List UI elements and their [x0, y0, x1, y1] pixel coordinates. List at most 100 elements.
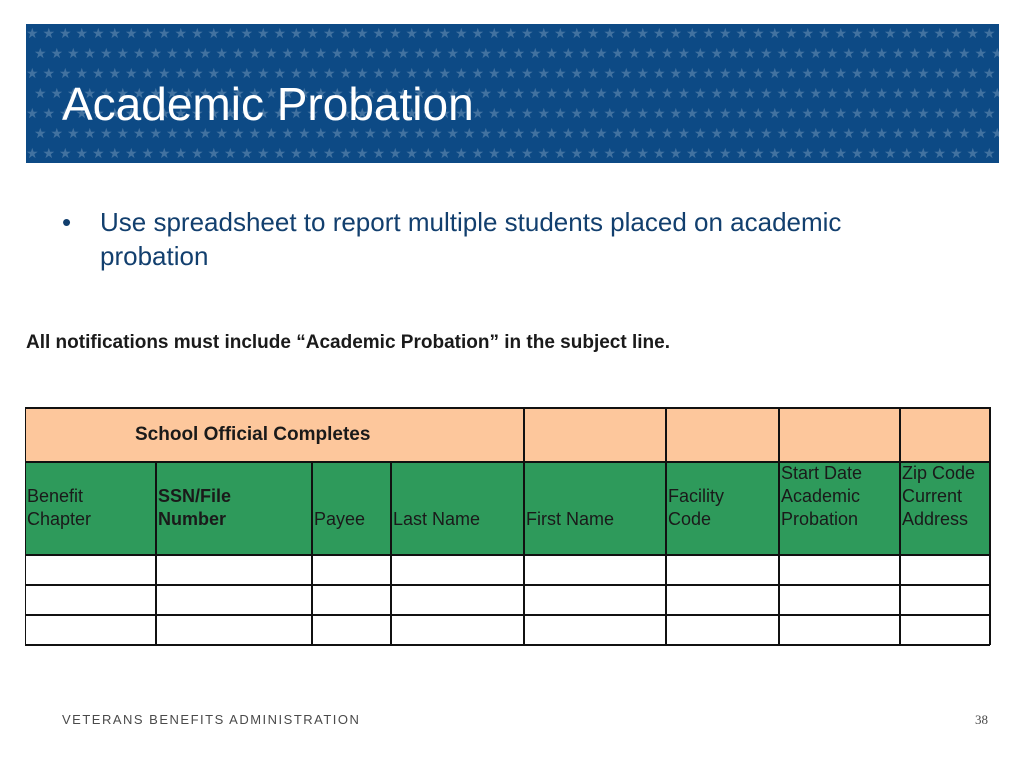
header-row-fill	[25, 407, 990, 462]
svg-text:★: ★	[158, 106, 171, 122]
svg-text:★: ★	[554, 66, 567, 82]
svg-text:★: ★	[529, 126, 542, 142]
svg-text:★: ★	[26, 106, 39, 122]
footer-org: VETERANS BENEFITS ADMINISTRATION	[62, 712, 361, 727]
svg-text:★: ★	[711, 86, 724, 102]
svg-text:★: ★	[686, 66, 699, 82]
svg-text:★: ★	[752, 146, 765, 162]
svg-text:★: ★	[290, 146, 303, 162]
svg-text:★: ★	[92, 66, 105, 82]
svg-text:★: ★	[76, 106, 89, 122]
svg-text:★: ★	[142, 106, 155, 122]
column-row-fill	[25, 462, 990, 555]
svg-text:★: ★	[810, 126, 823, 142]
svg-text:★: ★	[117, 86, 130, 102]
svg-text:★: ★	[901, 66, 914, 82]
svg-text:★: ★	[109, 66, 122, 82]
column-header-line: Zip Code	[902, 463, 976, 483]
svg-text:★: ★	[76, 66, 89, 82]
svg-text:★: ★	[67, 86, 80, 102]
svg-text:★: ★	[703, 106, 716, 122]
svg-text:★: ★	[455, 146, 468, 162]
svg-text:★: ★	[661, 46, 674, 62]
spreadsheet-grid	[25, 407, 991, 646]
svg-text:★: ★	[472, 106, 485, 122]
svg-text:★: ★	[637, 146, 650, 162]
svg-text:★: ★	[604, 66, 617, 82]
svg-text:★: ★	[340, 106, 353, 122]
svg-text:★: ★	[835, 146, 848, 162]
empty-row-fill	[25, 615, 990, 645]
svg-text:★: ★	[125, 146, 138, 162]
svg-text:★: ★	[958, 46, 971, 62]
svg-text:★: ★	[414, 126, 427, 142]
svg-text:★: ★	[859, 46, 872, 62]
svg-text:★: ★	[975, 46, 988, 62]
svg-text:★: ★	[447, 126, 460, 142]
svg-text:★: ★	[554, 146, 567, 162]
svg-text:★: ★	[447, 46, 460, 62]
svg-text:★: ★	[364, 86, 377, 102]
svg-text:★: ★	[810, 46, 823, 62]
svg-text:★: ★	[216, 46, 229, 62]
svg-text:★: ★	[430, 46, 443, 62]
svg-text:★: ★	[587, 106, 600, 122]
column-header-line: Payee	[314, 509, 366, 529]
svg-text:★: ★	[587, 26, 600, 42]
svg-text:★: ★	[34, 126, 47, 142]
svg-text:★: ★	[406, 146, 419, 162]
svg-text:★: ★	[851, 26, 864, 42]
svg-text:★: ★	[950, 146, 963, 162]
svg-text:★: ★	[595, 126, 608, 142]
svg-text:★: ★	[397, 126, 410, 142]
svg-text:★: ★	[232, 86, 245, 102]
svg-text:★: ★	[703, 146, 716, 162]
svg-text:★: ★	[356, 146, 369, 162]
svg-text:★: ★	[505, 26, 518, 42]
svg-text:★: ★	[175, 146, 188, 162]
svg-text:★: ★	[92, 146, 105, 162]
svg-text:★: ★	[769, 106, 782, 122]
svg-text:★: ★	[661, 86, 674, 102]
svg-text:★: ★	[554, 26, 567, 42]
svg-text:★: ★	[785, 26, 798, 42]
svg-text:★: ★	[232, 46, 245, 62]
svg-text:★: ★	[909, 86, 922, 102]
svg-text:★: ★	[274, 146, 287, 162]
svg-text:★: ★	[76, 146, 89, 162]
svg-text:★: ★	[595, 46, 608, 62]
svg-text:★: ★	[620, 106, 633, 122]
svg-text:★: ★	[43, 66, 56, 82]
svg-text:★: ★	[562, 126, 575, 142]
svg-text:★: ★	[579, 86, 592, 102]
svg-text:★: ★	[51, 46, 64, 62]
svg-text:★: ★	[752, 106, 765, 122]
svg-text:★: ★	[670, 146, 683, 162]
svg-text:★: ★	[637, 106, 650, 122]
svg-text:★: ★	[348, 86, 361, 102]
svg-text:★: ★	[84, 46, 97, 62]
svg-text:★: ★	[183, 86, 196, 102]
svg-text:★: ★	[183, 126, 196, 142]
svg-text:★: ★	[274, 66, 287, 82]
svg-text:★: ★	[958, 86, 971, 102]
svg-text:★: ★	[364, 46, 377, 62]
column-header-line: Start Date	[781, 463, 863, 483]
svg-text:★: ★	[480, 86, 493, 102]
svg-text:★: ★	[51, 126, 64, 142]
svg-text:★: ★	[26, 26, 39, 42]
svg-text:★: ★	[925, 86, 938, 102]
svg-text:★: ★	[348, 126, 361, 142]
svg-text:★: ★	[538, 66, 551, 82]
svg-text:★: ★	[595, 86, 608, 102]
svg-text:★: ★	[991, 126, 999, 142]
svg-text:★: ★	[818, 66, 831, 82]
svg-text:★: ★	[158, 26, 171, 42]
svg-text:★: ★	[175, 106, 188, 122]
svg-text:★: ★	[307, 66, 320, 82]
svg-text:★: ★	[496, 86, 509, 102]
svg-text:★: ★	[628, 86, 641, 102]
svg-text:★: ★	[678, 86, 691, 102]
svg-text:★: ★	[760, 126, 773, 142]
svg-text:★: ★	[298, 46, 311, 62]
